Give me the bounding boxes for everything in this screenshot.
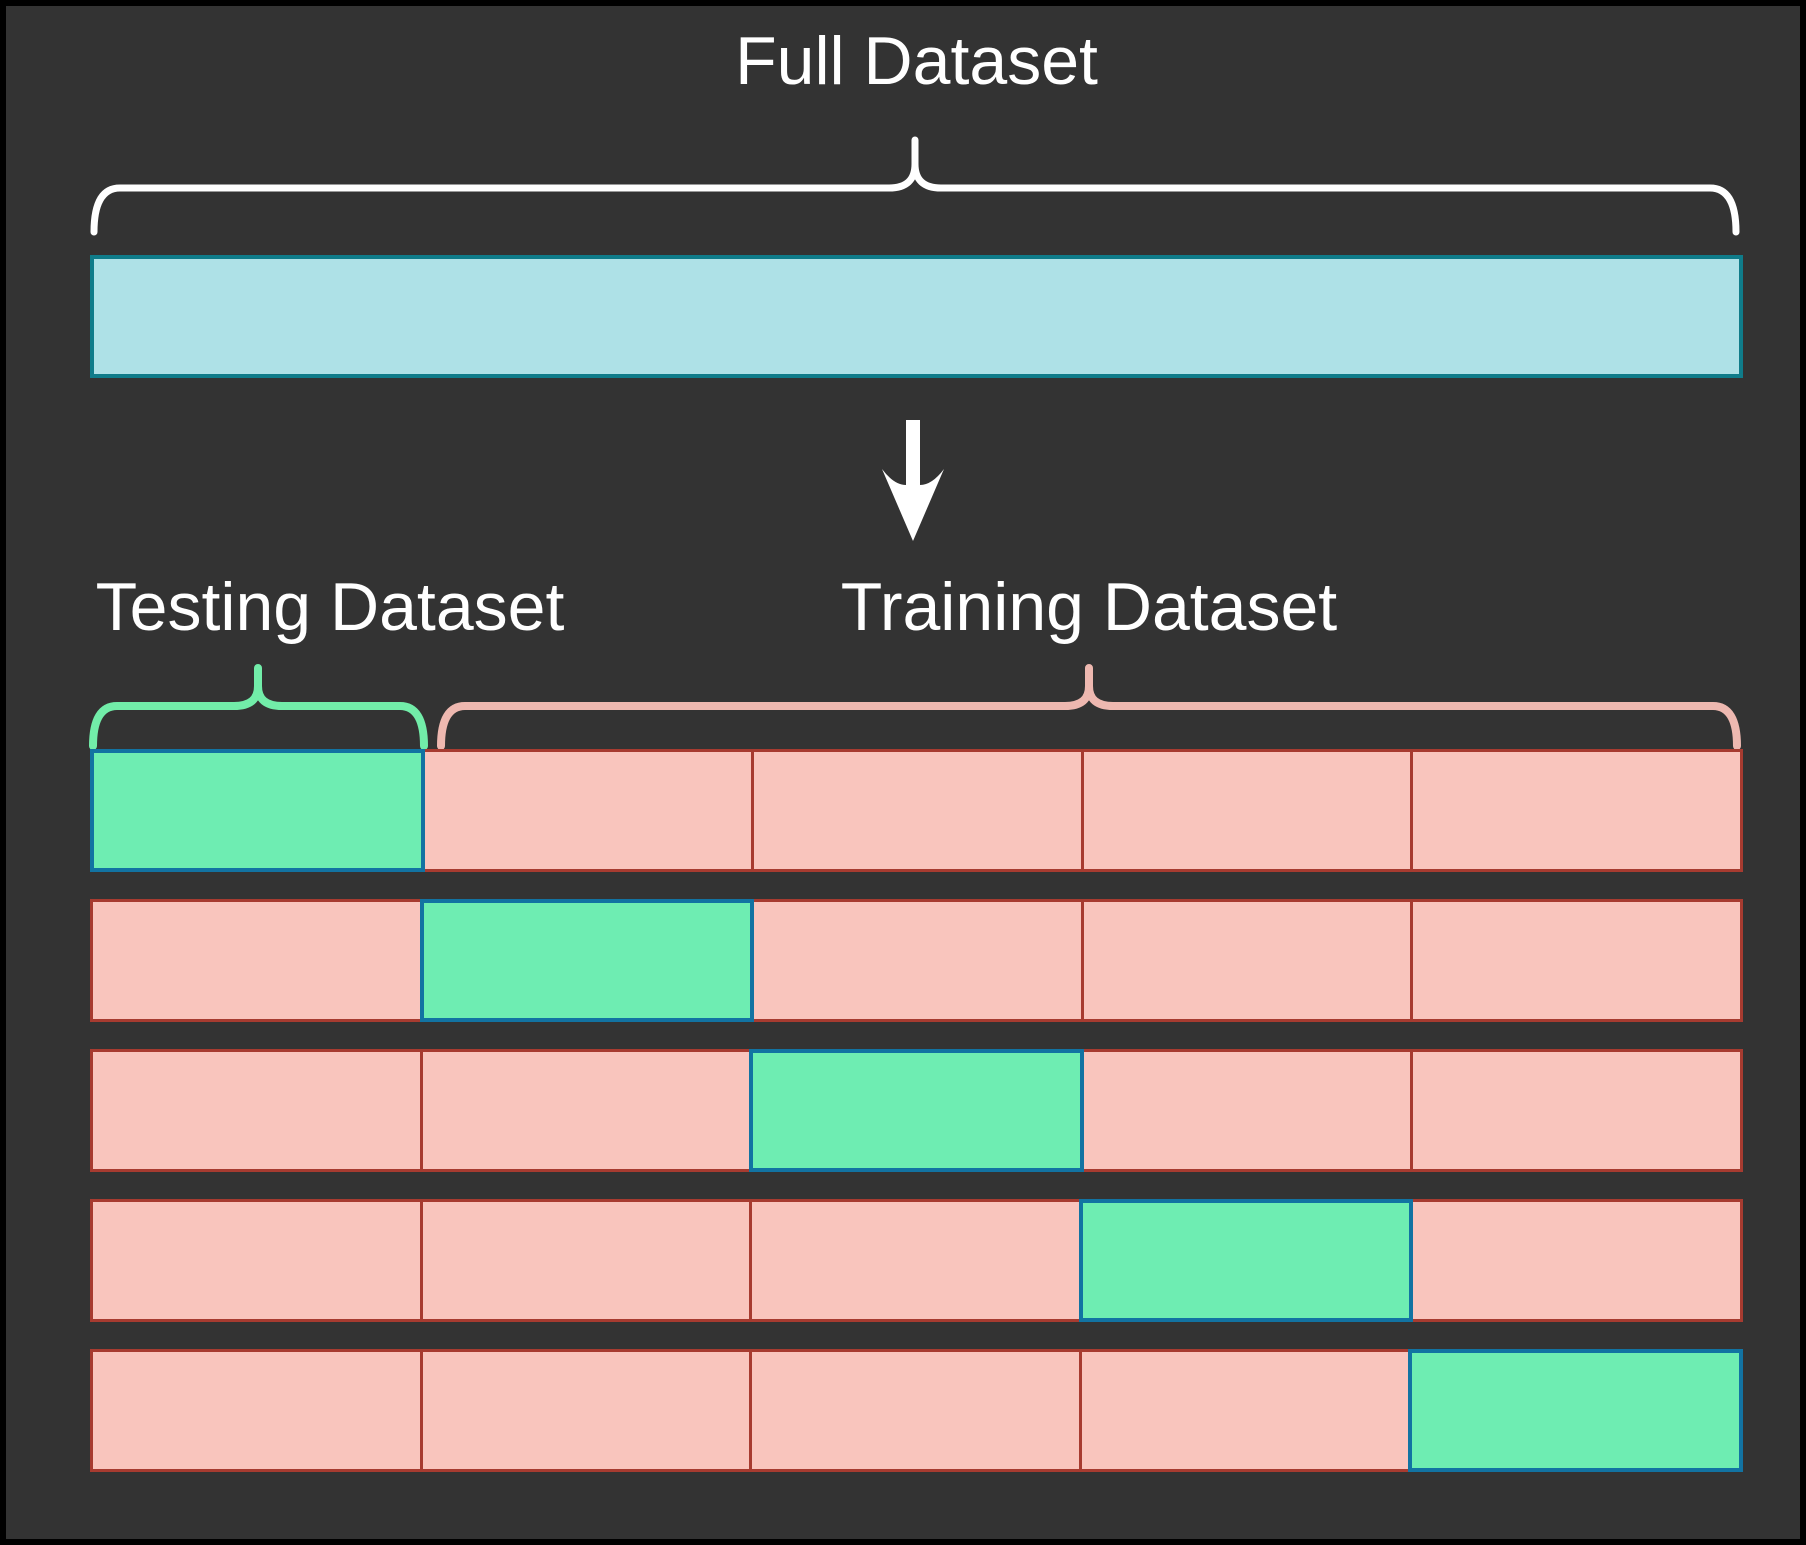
training-segment [90,1349,423,1472]
training-segment [90,1199,423,1322]
fold-row-3 [90,1049,1743,1172]
training-segment [1080,899,1414,1022]
training-segment [749,1349,1082,1472]
testing-segment [749,1049,1084,1172]
training-segment [1080,1049,1414,1172]
training-segment [751,899,1084,1022]
full-dataset-brace-icon [90,136,1740,236]
training-segment [419,1049,753,1172]
testing-dataset-label: Testing Dataset [95,569,565,645]
down-arrow-icon [882,420,944,541]
testing-segment [1078,1199,1414,1322]
fold-row-5 [90,1349,1743,1472]
training-segment [1410,899,1743,1022]
training-segment [1078,1349,1412,1472]
full-dataset-label: Full Dataset [735,23,1098,99]
training-segment [749,1199,1082,1322]
training-segment [1410,1049,1743,1172]
training-segment [1410,749,1743,872]
testing-segment [90,749,425,872]
fold-row-2 [90,899,1743,1022]
training-brace-icon [437,664,1741,750]
folds-grid [90,749,1743,1499]
training-segment [751,749,1084,872]
testing-segment [1408,1349,1743,1472]
training-segment [90,899,423,1022]
training-dataset-label: Training Dataset [840,569,1338,645]
training-segment [90,1049,423,1172]
training-segment [1080,749,1414,872]
testing-segment [419,899,755,1022]
full-dataset-bar [90,255,1743,378]
training-segment [421,749,755,872]
training-segment [419,1349,753,1472]
training-segment [1410,1199,1743,1322]
fold-row-1 [90,749,1743,872]
testing-brace-icon [89,664,428,750]
training-segment [419,1199,753,1322]
fold-row-4 [90,1199,1743,1322]
